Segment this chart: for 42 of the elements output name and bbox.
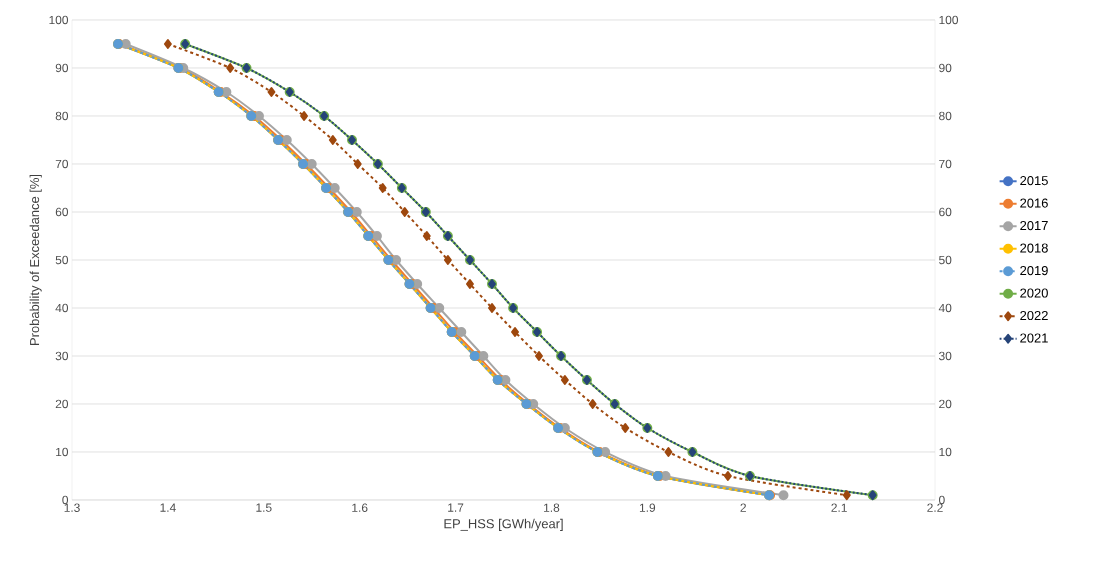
legend-label: 2019 — [1020, 265, 1048, 276]
y2-tick-label: 10 — [939, 447, 952, 457]
x-tick-label: 1.9 — [639, 503, 656, 512]
y-tick-label: 70 — [55, 159, 69, 169]
legend-label: 2015 — [1020, 175, 1048, 186]
y2-tick-label: 40 — [938, 303, 952, 313]
y-axis-title: Probability of Exceedance [%] — [29, 174, 42, 345]
x-tick-label: 1.3 — [64, 503, 80, 512]
legend-label: 2017 — [1020, 220, 1048, 231]
x-tick-label: 1.8 — [544, 503, 560, 512]
y2-tick-label: 70 — [939, 159, 952, 169]
y-tick-label: 0 — [62, 495, 69, 505]
y2-tick-label: 90 — [939, 63, 952, 73]
y-tick-label: 50 — [55, 255, 69, 265]
x-axis-title: EP_HSS [GWh/year] — [444, 518, 563, 531]
legend-label: 2021 — [1020, 333, 1048, 343]
y-tick-label: 60 — [55, 207, 69, 217]
y-tick-label: 90 — [55, 63, 69, 73]
y2-tick-label: 60 — [939, 207, 952, 217]
x-tick-label: 2 — [740, 503, 746, 512]
y2-tick-label: 30 — [938, 351, 952, 361]
y2-tick-label: 100 — [939, 15, 959, 25]
legend-label: 2020 — [1020, 288, 1048, 298]
y2-tick-label: 20 — [939, 399, 952, 409]
x-tick-label: 1.7 — [448, 503, 464, 512]
y2-tick-label: 0 — [939, 495, 945, 505]
x-tick-label: 1.6 — [352, 503, 368, 512]
y-tick-label: 100 — [49, 15, 69, 25]
y-tick-label: 30 — [55, 351, 69, 361]
y2-tick-label: 50 — [939, 255, 952, 265]
x-tick-label: 1.4 — [160, 503, 176, 512]
x-tick-label: 2.2 — [927, 503, 943, 512]
y-tick-label: 80 — [55, 111, 69, 121]
legend-label: 2018 — [1020, 243, 1048, 253]
y-tick-label: 10 — [56, 447, 69, 457]
x-tick-label: 1.5 — [256, 503, 272, 512]
y2-tick-label: 80 — [939, 111, 952, 121]
legend-label: 2016 — [1020, 198, 1048, 208]
y-tick-label: 20 — [55, 399, 69, 409]
y-tick-label: 40 — [55, 303, 69, 313]
legend-label: 2022 — [1020, 310, 1048, 321]
x-tick-label: 2.1 — [831, 503, 847, 512]
